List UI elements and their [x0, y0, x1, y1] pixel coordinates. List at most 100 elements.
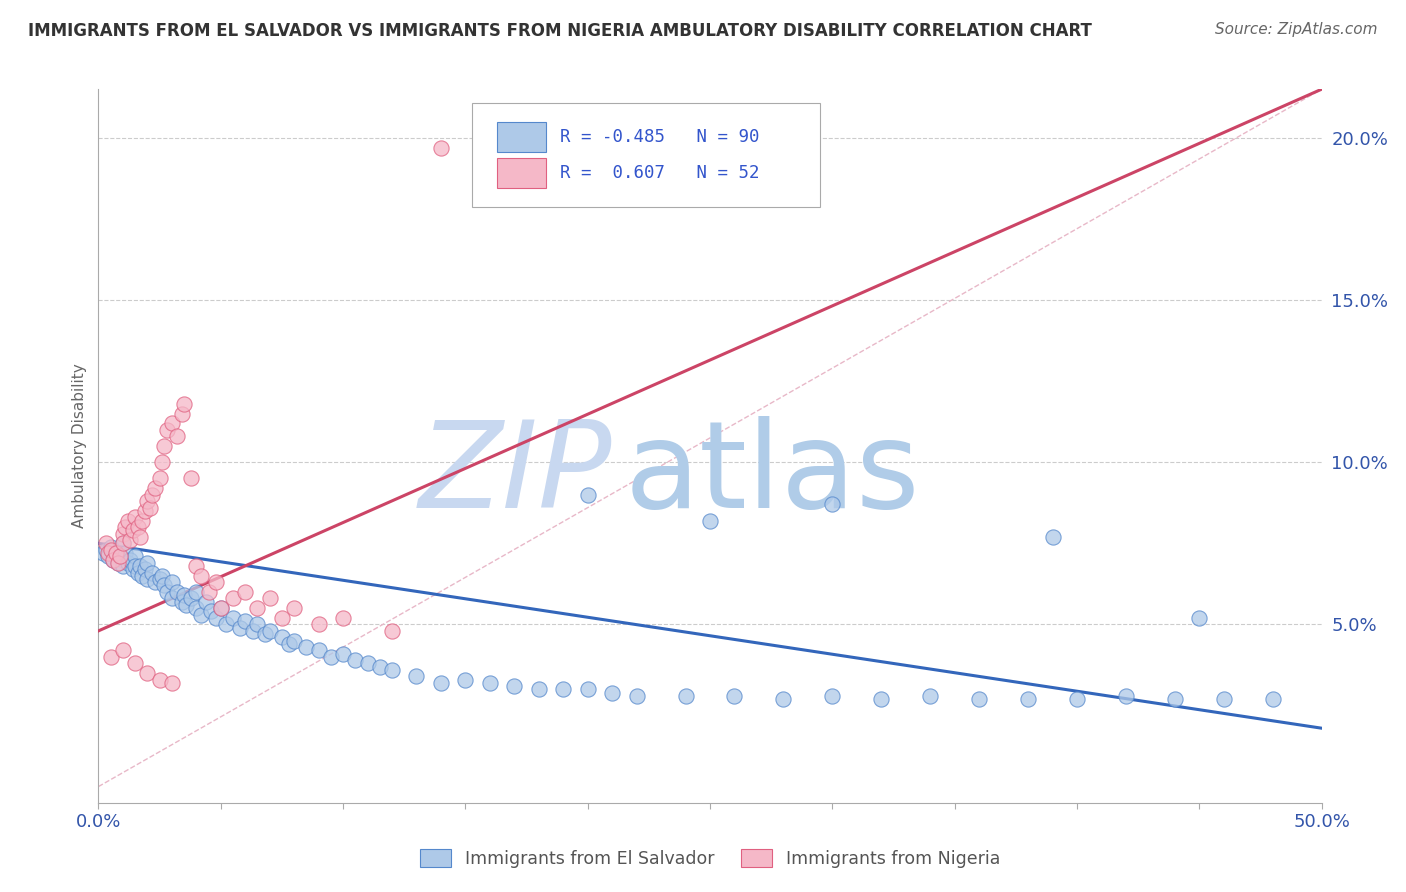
Point [97, 549, 120, 564]
Point [124, 510, 146, 524]
Point [626, 689, 648, 703]
Point [1042, 530, 1064, 544]
Point [111, 559, 134, 574]
Point [381, 663, 404, 677]
Point [527, 682, 550, 697]
Point [197, 585, 219, 599]
Point [141, 488, 163, 502]
Point [160, 417, 183, 431]
Point [699, 514, 721, 528]
Point [117, 556, 139, 570]
Legend: Immigrants from El Salvador, Immigrants from Nigeria: Immigrants from El Salvador, Immigrants … [411, 840, 1010, 876]
Point [94, 542, 117, 557]
Point [121, 562, 143, 576]
Point [107, 556, 129, 570]
Point [143, 575, 166, 590]
Point [173, 588, 195, 602]
Point [233, 585, 256, 599]
Text: ZIP: ZIP [419, 416, 612, 533]
FancyBboxPatch shape [471, 103, 820, 207]
Point [150, 568, 173, 582]
Point [153, 439, 176, 453]
Point [166, 429, 188, 443]
Point [503, 679, 526, 693]
Point [134, 504, 156, 518]
Point [1115, 689, 1137, 703]
Point [283, 633, 305, 648]
Point [195, 595, 218, 609]
Point [332, 611, 354, 625]
Point [111, 552, 134, 566]
Point [121, 524, 143, 538]
Point [111, 536, 134, 550]
Point [209, 601, 232, 615]
Point [180, 591, 202, 606]
Text: R =  0.607   N = 52: R = 0.607 N = 52 [560, 164, 759, 182]
Point [114, 520, 136, 534]
Point [222, 591, 245, 606]
Point [229, 621, 252, 635]
Point [576, 682, 599, 697]
Point [1212, 692, 1234, 706]
Point [131, 568, 153, 582]
Point [1066, 692, 1088, 706]
FancyBboxPatch shape [498, 122, 546, 152]
Point [967, 692, 990, 706]
Point [127, 566, 149, 580]
Point [405, 669, 427, 683]
Point [821, 497, 844, 511]
Point [259, 591, 281, 606]
Point [381, 624, 404, 638]
Point [1017, 692, 1039, 706]
FancyBboxPatch shape [498, 158, 546, 187]
Point [176, 598, 198, 612]
Y-axis label: Ambulatory Disability: Ambulatory Disability [72, 364, 87, 528]
Point [149, 471, 172, 485]
Point [1261, 692, 1284, 706]
Point [129, 530, 152, 544]
Point [111, 526, 134, 541]
Point [1188, 611, 1211, 625]
Point [920, 689, 942, 703]
Point [553, 682, 575, 697]
Point [94, 536, 117, 550]
Point [308, 643, 330, 657]
Point [120, 533, 142, 547]
Point [156, 423, 179, 437]
Text: Source: ZipAtlas.com: Source: ZipAtlas.com [1215, 22, 1378, 37]
Point [200, 604, 222, 618]
Point [114, 546, 136, 560]
Point [308, 617, 330, 632]
Point [136, 572, 159, 586]
Point [156, 585, 179, 599]
Point [270, 611, 294, 625]
Point [124, 559, 146, 574]
Point [110, 549, 132, 564]
Point [131, 514, 153, 528]
Point [222, 611, 245, 625]
Point [205, 611, 228, 625]
Point [150, 455, 173, 469]
Point [139, 500, 162, 515]
Point [111, 643, 134, 657]
Point [356, 657, 378, 671]
Text: atlas: atlas [624, 416, 920, 533]
Point [576, 488, 599, 502]
Point [124, 657, 146, 671]
Point [120, 552, 142, 566]
Point [170, 407, 193, 421]
Point [205, 575, 228, 590]
Point [160, 675, 183, 690]
Point [117, 514, 139, 528]
Point [1164, 692, 1187, 706]
Point [143, 481, 166, 495]
Point [190, 568, 212, 582]
Point [454, 673, 477, 687]
Point [675, 689, 697, 703]
Point [166, 585, 188, 599]
Point [127, 520, 149, 534]
Text: R = -0.485   N = 90: R = -0.485 N = 90 [560, 128, 759, 146]
Point [246, 617, 269, 632]
Point [214, 617, 236, 632]
Point [821, 689, 844, 703]
